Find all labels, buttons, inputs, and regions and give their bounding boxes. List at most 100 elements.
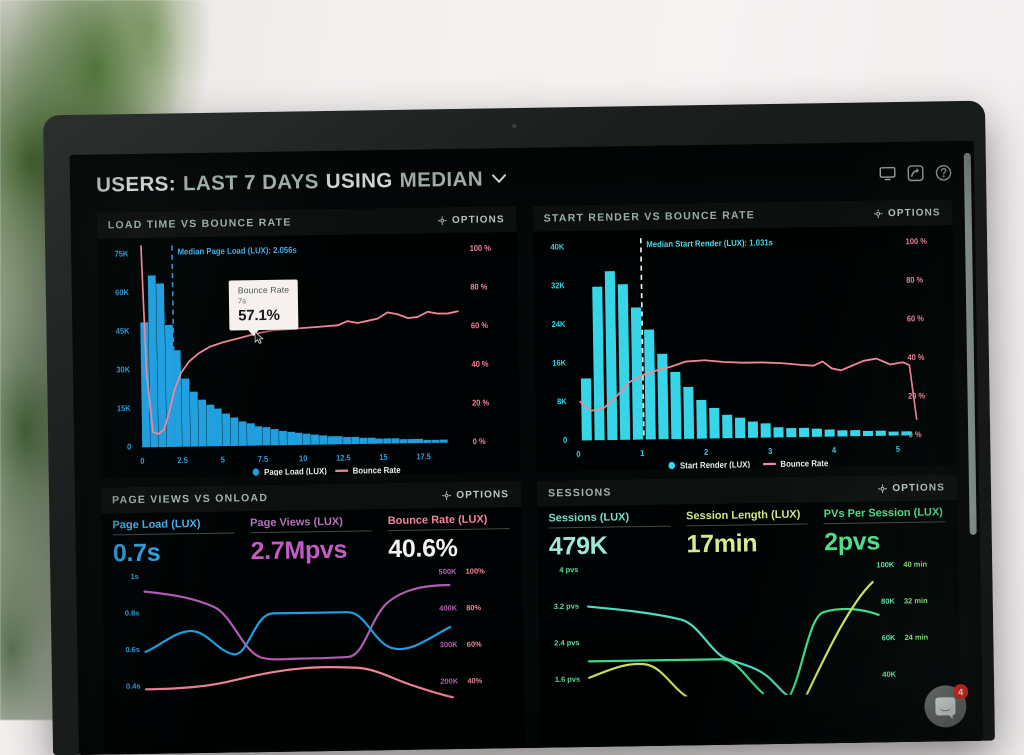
svg-text:30K: 30K	[116, 365, 130, 375]
legend-label-bounce-rate: Bounce Rate	[353, 464, 401, 475]
kpi-sessions: Sessions (LUX) 479K	[548, 511, 670, 562]
svg-text:3.2 pvs: 3.2 pvs	[554, 602, 579, 611]
smile-icon	[939, 706, 951, 711]
svg-text:0: 0	[563, 435, 568, 445]
svg-text:40 %: 40 %	[907, 352, 924, 362]
panel-title: PAGE VIEWS VS ONLOAD	[112, 492, 268, 506]
lux-dashboard-app: USERS: LAST 7 DAYS USING MEDIAN	[70, 141, 983, 755]
svg-text:2: 2	[704, 447, 709, 457]
chart-sessions[interactable]: 4 pvs 3.2 pvs 2.4 pvs 1.6 pvs 100K 80K 6…	[538, 555, 961, 746]
options-label: OPTIONS	[888, 207, 941, 219]
line-series-pvs-per-session	[588, 603, 787, 697]
legend-label-page-load: Page Load (LUX)	[264, 466, 327, 478]
chevron-down-icon[interactable]	[492, 171, 506, 187]
help-icon[interactable]	[935, 164, 952, 181]
svg-text:100%: 100%	[466, 567, 486, 576]
title-using: USING	[326, 169, 393, 194]
line-series-sessions-rise	[789, 608, 880, 694]
svg-text:0: 0	[140, 456, 145, 466]
svg-text:40%: 40%	[467, 676, 482, 685]
chart-page-views-onload[interactable]: 1s 0.8s 0.6s 0.4s 500K 400K 300K 200K 10…	[102, 562, 525, 753]
app-header: USERS: LAST 7 DAYS USING MEDIAN	[96, 155, 952, 202]
options-button[interactable]: OPTIONS	[878, 482, 945, 494]
kpi-value: 2pvs	[824, 526, 946, 557]
line-series-session-length-rise	[805, 582, 874, 694]
svg-text:40K: 40K	[882, 670, 896, 679]
kpi-page-load: Page Load (LUX) 0.7s	[112, 517, 234, 568]
kpi-row-page-views: Page Load (LUX) 0.7s Page Views (LUX) 2.…	[101, 507, 522, 569]
panel-start-render-vs-bounce-rate: START RENDER VS BOUNCE RATE OPTIONS 40K …	[533, 199, 957, 472]
panel-load-time-vs-bounce-rate: LOAD TIME VS BOUNCE RATE OPTIONS 75K	[97, 206, 521, 479]
options-button[interactable]: OPTIONS	[442, 489, 509, 501]
title-prefix: USERS:	[96, 172, 176, 197]
svg-text:80 %: 80 %	[906, 275, 923, 285]
kpi-value: 2.7Mpvs	[250, 535, 372, 566]
svg-text:5: 5	[221, 455, 226, 465]
svg-text:2.5: 2.5	[177, 456, 188, 466]
svg-text:100K: 100K	[876, 560, 895, 569]
svg-text:40 %: 40 %	[471, 359, 488, 369]
line-series-bounce-rate	[146, 665, 453, 702]
svg-text:0.4s: 0.4s	[126, 681, 141, 690]
chart-load-time[interactable]: 75K 60K 45K 30K 15K 0 100 % 80 % 60 % 40…	[97, 232, 521, 479]
svg-text:12.5: 12.5	[336, 453, 351, 463]
cursor-arrow-icon	[254, 331, 263, 344]
options-label: OPTIONS	[892, 482, 945, 494]
panel-title: SESSIONS	[548, 487, 612, 500]
svg-text:24 min: 24 min	[904, 633, 928, 642]
bar-series-start-render	[579, 267, 911, 441]
gear-icon	[878, 484, 887, 493]
title-metric: MEDIAN	[400, 168, 484, 193]
options-button[interactable]: OPTIONS	[874, 207, 941, 219]
chart-svg-load-time: 75K 60K 45K 30K 15K 0 100 % 80 % 60 % 40…	[97, 232, 521, 479]
laptop-frame: USERS: LAST 7 DAYS USING MEDIAN	[43, 101, 995, 755]
tooltip-value: 57.1%	[238, 307, 290, 325]
options-button[interactable]: OPTIONS	[438, 214, 505, 226]
svg-text:17.5: 17.5	[416, 452, 431, 462]
share-icon[interactable]	[907, 164, 924, 181]
kpi-value: 40.6%	[388, 533, 510, 564]
svg-text:60 %: 60 %	[907, 314, 924, 324]
header-icon-group	[879, 164, 952, 182]
median-annotation-load-time: Median Page Load (LUX): 2.056s	[177, 245, 297, 256]
svg-text:75K: 75K	[114, 249, 128, 259]
monitor-icon[interactable]	[879, 165, 896, 182]
svg-text:0: 0	[576, 449, 581, 459]
panel-title: START RENDER VS BOUNCE RATE	[544, 209, 755, 224]
line-series-session-length	[589, 663, 686, 698]
panel-title: LOAD TIME VS BOUNCE RATE	[108, 217, 292, 232]
page-title[interactable]: USERS: LAST 7 DAYS USING MEDIAN	[96, 167, 506, 197]
svg-text:60 %: 60 %	[471, 321, 488, 331]
svg-text:4 pvs: 4 pvs	[559, 565, 578, 574]
svg-text:60K: 60K	[882, 633, 896, 642]
kpi-row-sessions: Sessions (LUX) 479K Session Length (LUX)…	[537, 500, 958, 562]
svg-text:60K: 60K	[115, 288, 129, 298]
dashboard-grid: LOAD TIME VS BOUNCE RATE OPTIONS 75K	[97, 199, 961, 752]
svg-text:100 %: 100 %	[906, 237, 927, 247]
svg-text:20 %: 20 %	[472, 398, 489, 408]
laptop-screen: USERS: LAST 7 DAYS USING MEDIAN	[70, 141, 983, 755]
legend-dot-page-load	[253, 468, 260, 475]
svg-text:100 %: 100 %	[470, 243, 491, 253]
webcam	[512, 124, 516, 128]
svg-text:15K: 15K	[117, 404, 131, 414]
chart-start-render[interactable]: 40K 32K 24K 16K 8K 0 100 % 80 % 60 % 40 …	[533, 225, 957, 472]
tooltip-title: Bounce Rate	[238, 285, 289, 296]
svg-text:80 %: 80 %	[470, 282, 487, 292]
kpi-value: 17min	[686, 528, 808, 559]
svg-text:32K: 32K	[551, 281, 565, 291]
options-label: OPTIONS	[452, 214, 505, 226]
line-series-page-load	[145, 611, 451, 656]
chart-svg-start-render: 40K 32K 24K 16K 8K 0 100 % 80 % 60 % 40 …	[533, 225, 957, 472]
svg-text:10: 10	[299, 454, 308, 464]
panel-sessions: SESSIONS OPTIONS Sessions (LUX) 47	[537, 474, 961, 746]
svg-text:0: 0	[127, 442, 132, 452]
svg-text:20 %: 20 %	[908, 391, 925, 401]
svg-text:7.5: 7.5	[258, 454, 269, 464]
svg-text:24K: 24K	[552, 319, 566, 329]
title-range: LAST 7 DAYS	[183, 170, 319, 196]
median-annotation-start-render: Median Start Render (LUX): 1.031s	[646, 238, 773, 249]
svg-text:40K: 40K	[550, 242, 564, 252]
kpi-page-views: Page Views (LUX) 2.7Mpvs	[250, 515, 372, 566]
svg-text:5: 5	[896, 444, 901, 454]
